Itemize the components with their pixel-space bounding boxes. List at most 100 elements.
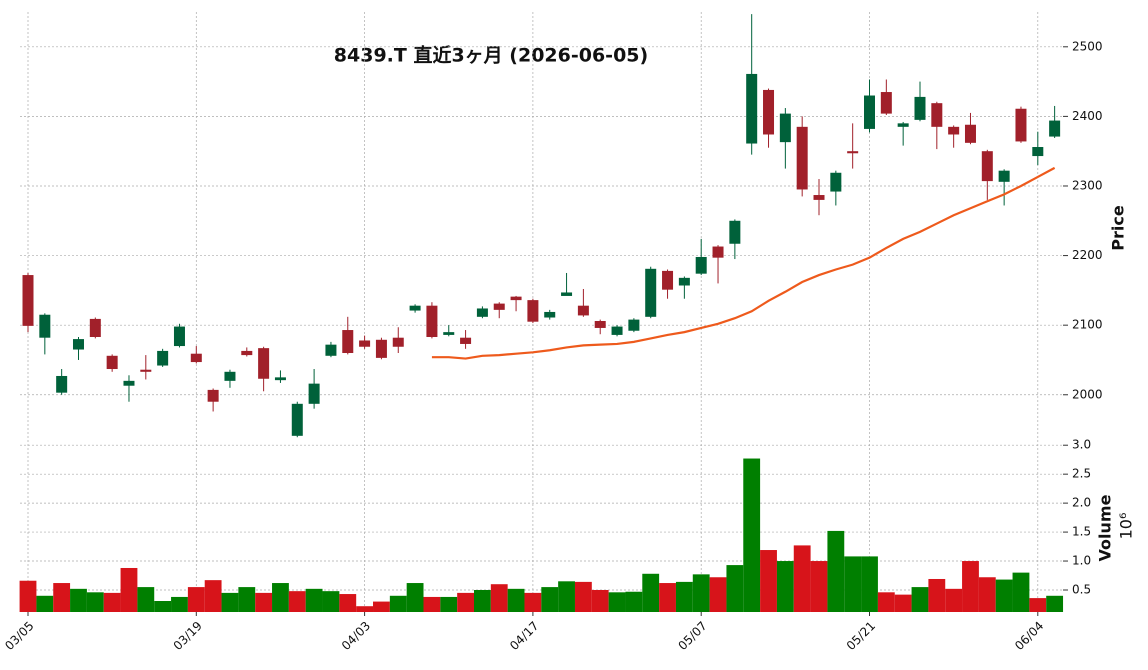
volume-bar xyxy=(490,584,508,612)
y-tick-label: 2200 xyxy=(1072,248,1103,262)
x-tick-label: 04/03 xyxy=(339,619,373,653)
y-tick-label: 2400 xyxy=(1072,109,1103,123)
y-tick-label: 2000 xyxy=(1072,387,1103,401)
volume-bar xyxy=(187,587,205,612)
y-tick-label: 2100 xyxy=(1072,318,1103,332)
volume-bar xyxy=(726,565,744,612)
moving-average-line xyxy=(431,166,1056,360)
volume-bar xyxy=(675,581,693,612)
candle-body xyxy=(207,389,219,402)
candle-body xyxy=(308,383,320,404)
volume-bar xyxy=(574,581,592,612)
candle-body xyxy=(897,123,909,127)
volume-bar xyxy=(70,588,87,612)
volume-bar xyxy=(962,561,979,612)
y-tick-label: 2.0 xyxy=(1072,496,1091,510)
candle-body xyxy=(1032,147,1044,157)
volume-bar xyxy=(810,561,828,612)
candle-body xyxy=(931,103,943,127)
candle-body xyxy=(594,320,606,328)
candle-body xyxy=(998,170,1010,182)
candle-body xyxy=(476,308,488,317)
candle-body xyxy=(392,337,404,347)
y-tick-label: 0.5 xyxy=(1072,582,1091,596)
candle-body xyxy=(157,350,169,366)
volume-multiplier: 10⁶ xyxy=(1117,513,1136,540)
volume-bar xyxy=(255,592,273,612)
x-tick-label: 04/17 xyxy=(507,619,541,653)
volume-bar xyxy=(642,573,660,612)
candle-body xyxy=(779,113,791,143)
volume-bar xyxy=(625,591,643,612)
y-tick-label: 3.0 xyxy=(1072,438,1091,452)
volume-bar xyxy=(19,580,37,612)
candle-body xyxy=(880,92,892,114)
volume-bar xyxy=(608,592,626,612)
volume-axis-label: Volume xyxy=(1096,494,1115,561)
candle-body xyxy=(39,314,51,338)
volume-bar xyxy=(86,592,104,612)
candle-body xyxy=(544,311,556,318)
volume-bar xyxy=(288,591,306,612)
candle-body xyxy=(22,275,34,326)
volume-bar xyxy=(440,596,458,612)
volume-bar xyxy=(861,556,878,612)
candle-body xyxy=(847,151,859,154)
candle-body xyxy=(173,326,185,347)
candle-body xyxy=(662,270,674,290)
candle-body xyxy=(864,95,875,129)
y-tick-label: 1.5 xyxy=(1072,525,1091,539)
candle-body xyxy=(645,268,657,317)
volume-bar xyxy=(709,577,727,612)
volume-bar xyxy=(373,601,390,612)
candle-body xyxy=(241,350,253,356)
candle-body xyxy=(89,318,101,338)
volume-bar xyxy=(53,583,71,612)
volume-bar xyxy=(911,587,929,612)
volume-bar xyxy=(541,587,559,612)
volume-bar xyxy=(204,580,222,612)
candle-body xyxy=(274,377,286,381)
x-tick-label: 03/05 xyxy=(2,619,36,653)
x-tick-label: 06/04 xyxy=(1012,619,1046,653)
x-tick-label: 03/19 xyxy=(171,619,205,653)
candle-body xyxy=(1015,108,1027,142)
y-tick-label: 2.5 xyxy=(1072,467,1091,481)
volume-bar xyxy=(36,595,54,612)
y-tick-label: 1.0 xyxy=(1072,554,1091,568)
volume-bar xyxy=(1029,598,1047,612)
candle-body xyxy=(746,73,758,144)
candle-body xyxy=(190,353,202,363)
candle-body xyxy=(796,126,808,190)
candle-body xyxy=(813,195,825,200)
candle-body xyxy=(981,151,993,182)
volume-bar xyxy=(120,567,138,612)
volume-bar xyxy=(473,589,491,612)
volume-bar xyxy=(995,579,1013,612)
volume-bar xyxy=(457,592,474,612)
candle-body xyxy=(460,337,472,344)
candle-body xyxy=(72,339,84,350)
candle-body xyxy=(140,369,152,372)
volume-bar xyxy=(389,595,407,612)
volume-bar xyxy=(103,592,121,612)
candle-body xyxy=(375,339,387,358)
candle-body xyxy=(712,246,724,258)
candle-body xyxy=(763,89,775,135)
candle-body xyxy=(106,355,118,370)
candle-body xyxy=(678,277,690,286)
y-tick-label: 2300 xyxy=(1072,178,1103,192)
volume-bar xyxy=(928,578,946,612)
candle-body xyxy=(426,305,438,338)
candle-body xyxy=(123,380,135,386)
volume-bar xyxy=(171,596,188,612)
price-axis-label: Price xyxy=(1109,205,1128,251)
volume-bar xyxy=(1012,572,1030,612)
volume-bar xyxy=(1046,595,1064,612)
volume-bar xyxy=(137,587,155,612)
chart-title: 8439.T 直近3ヶ月 (2026-06-05) xyxy=(334,44,648,67)
volume-bar xyxy=(793,545,811,612)
candle-body xyxy=(56,375,68,393)
volume-bar xyxy=(238,587,256,612)
volume-bar xyxy=(945,588,963,612)
